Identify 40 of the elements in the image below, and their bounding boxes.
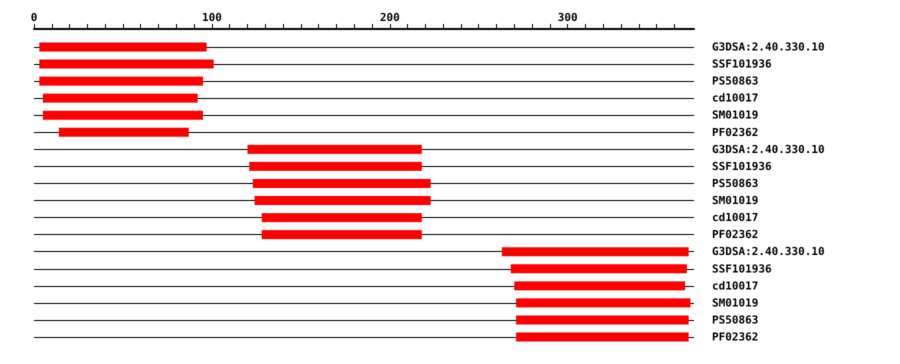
y-tick-label: PS50863 [712, 176, 758, 190]
bar [39, 60, 214, 69]
bar [516, 332, 689, 342]
x-tick-label: 200 [380, 11, 400, 24]
y-tick-label: cd10017 [712, 92, 758, 105]
bar [516, 298, 690, 308]
y-tick-label: cd10017 [712, 279, 758, 292]
y-tick-label: PS50863 [712, 74, 758, 88]
bar [502, 247, 689, 256]
y-tick-label: PS50863 [712, 313, 758, 326]
y-tick-label: SM01019 [712, 194, 758, 208]
y-tick-label: G3DSA:2.40.330.10 [712, 142, 825, 156]
bar [514, 281, 686, 290]
bar [254, 196, 431, 206]
y-tick-label: G3DSA:2.40.330.10 [712, 40, 825, 54]
y-tick-label: PF02362 [712, 126, 758, 139]
y-tick-label: SSF101936 [712, 262, 772, 276]
bar [262, 213, 422, 222]
bar [516, 315, 689, 324]
bar [262, 230, 422, 240]
bar [58, 128, 189, 137]
bar [510, 264, 687, 274]
x-tick-label: 300 [558, 11, 578, 24]
bar [249, 162, 422, 171]
bar [252, 178, 431, 188]
x-tick-label: 0 [30, 11, 38, 24]
y-tick-label: SM01019 [712, 108, 758, 122]
y-tick-label: SM01019 [712, 296, 758, 310]
bar [39, 42, 207, 52]
y-tick-label: PF02362 [712, 228, 758, 242]
bar [247, 144, 422, 154]
bar [42, 110, 204, 120]
y-tick-label: PF02362 [712, 330, 758, 344]
y-tick-label: SSF101936 [712, 58, 772, 71]
y-tick-label: cd10017 [712, 211, 758, 224]
x-tick-label: 100 [202, 11, 222, 24]
y-tick-label: G3DSA:2.40.330.10 [712, 245, 825, 258]
bar [42, 94, 198, 103]
bar [39, 76, 204, 86]
y-tick-label: SSF101936 [712, 160, 772, 173]
